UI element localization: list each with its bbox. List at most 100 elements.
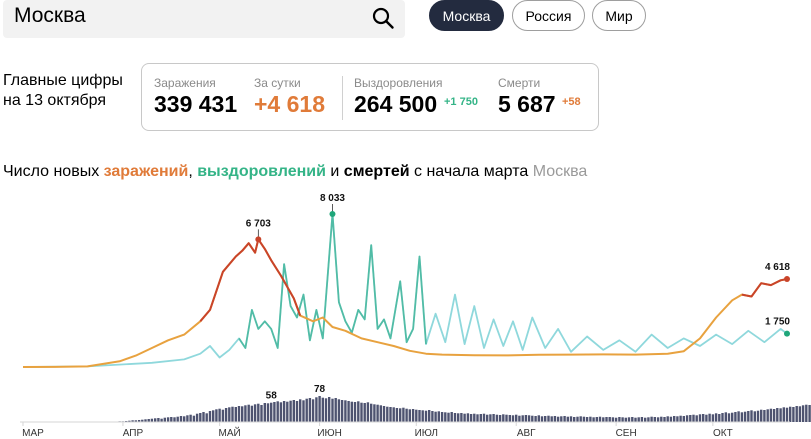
recoveries-label: Выздоровления [354,76,443,90]
deaths-bar [653,417,656,422]
chart-title-sep2: и [325,163,344,180]
deaths-bar [595,417,598,422]
deaths-bar [411,409,415,422]
deaths-bar [447,412,450,422]
search-bar[interactable]: Москва [3,0,405,38]
deaths-bar [627,417,631,422]
x-tick-label: МАЙ [219,426,241,439]
deaths-bar [344,400,347,422]
search-icon[interactable] [371,6,395,30]
deaths-bar [315,397,318,422]
deaths-bar [753,411,756,422]
deaths-bar [373,404,376,422]
deaths-bar [260,405,263,422]
deaths-bar [537,415,540,422]
annotation-dot [329,211,336,217]
deaths-bar [282,401,286,422]
deaths-bar [644,417,647,422]
deaths-bar [360,402,363,422]
deaths-bar [495,414,499,422]
region-tab-world[interactable]: Мир [592,0,646,31]
deaths-label: Смерти [498,76,541,90]
deaths-bar [370,403,373,422]
deaths-bar [608,417,611,422]
summary-line-1: Главные цифры [3,72,123,89]
annotation-label: 78 [314,384,326,395]
deaths-bar [763,410,766,422]
deaths-bar [376,404,379,422]
region-tab-russia[interactable]: Россия [512,0,585,31]
deaths-bar [785,407,789,422]
region-tab-moscow[interactable]: Москва [429,0,504,31]
deaths-bar [163,417,166,422]
deaths-value: 5 687 [498,91,556,117]
deaths-bar [808,405,811,422]
deaths-bar [257,403,260,422]
deaths-bars [112,396,811,422]
deaths-bar [350,401,353,422]
deaths-bar [614,417,618,422]
annotation-label: 8 033 [320,193,345,204]
deaths-bar [634,417,637,422]
deaths-bar [357,401,360,422]
deaths-bar [540,416,544,422]
deaths-bar [718,414,721,422]
annotation-label: 6 703 [246,218,271,229]
deaths-bar [511,415,515,422]
deaths-bar [489,414,492,422]
deaths-bar [395,408,399,422]
deaths-bar [660,416,663,422]
deaths-bar [186,415,189,422]
deaths-bar [721,413,724,422]
chart-title-infections: заражений [103,163,189,180]
deaths-bar [656,417,660,422]
deaths-bar [154,418,157,422]
deaths-bar [308,398,312,422]
deaths-bar [366,402,370,422]
deaths-bar [421,410,424,422]
recoveries-delta: +1 750 [444,96,478,108]
deaths-bar [702,414,705,422]
deaths-bar [389,407,392,422]
deaths-bar [698,414,702,422]
deaths-bar [144,419,147,422]
deaths-bar [647,417,650,422]
deaths-bar [724,412,727,422]
deaths-bar [621,417,624,422]
deaths-bar [379,405,382,422]
deaths-bar [386,406,389,422]
x-tick-label: СЕН [616,428,637,439]
x-tick-label: ИЮН [317,428,342,439]
deaths-bar [585,417,589,422]
deaths-bar [743,411,747,422]
deaths-bar [711,414,715,422]
deaths-bar [605,417,608,422]
deaths-bar [524,415,528,422]
deaths-bar [737,411,740,422]
deaths-bar [382,406,386,422]
deaths-bar [399,408,402,422]
deaths-bar [324,398,328,422]
deaths-bar [727,413,731,422]
deaths-bar [515,414,518,422]
deaths-bar [708,413,711,422]
deaths-bar [415,409,418,422]
deaths-bar [218,408,221,422]
deaths-bar [311,399,315,422]
chart-title: Число новых заражений, выздоровлений и с… [3,163,587,181]
deaths-bar [553,416,557,422]
x-tick-label: АВГ [517,428,536,439]
deaths-bar [776,408,779,422]
x-tick-label: АПР [123,428,144,439]
deaths-bar [128,420,131,422]
deaths-bar [498,415,502,422]
deaths-bar [212,410,215,422]
deaths-bar [492,414,495,422]
deaths-bar [734,412,737,422]
search-input[interactable]: Москва [14,4,86,27]
deaths-bar [318,396,321,422]
deaths-bar [266,403,270,422]
deaths-bar [134,420,137,422]
infections-label: Заражения [154,76,216,90]
cases-chart: 6 703 8 033 78 4 618 1 750 58 МАР АПР МАЙ ИЮН ИЮЛ… [20,193,811,439]
